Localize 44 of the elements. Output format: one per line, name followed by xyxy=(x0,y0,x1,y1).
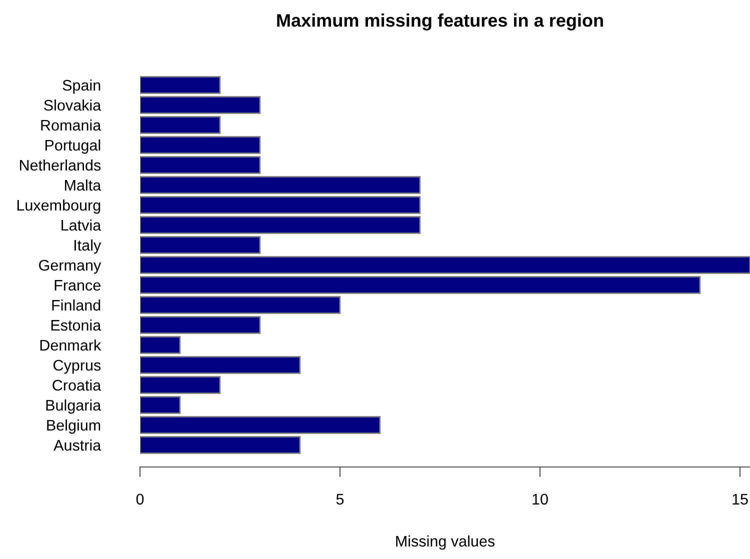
bar xyxy=(140,336,181,354)
y-tick-label: Romania xyxy=(41,119,102,131)
y-tick-label: Estonia xyxy=(51,319,102,331)
bar xyxy=(140,296,341,314)
x-tick-label: 0 xyxy=(136,494,144,505)
bar xyxy=(140,316,261,334)
bar xyxy=(140,436,301,454)
bar xyxy=(140,416,381,434)
y-tick-label: Bulgaria xyxy=(46,399,102,414)
x-axis-title: Missing values xyxy=(396,535,495,550)
y-tick-label: Slovakia xyxy=(44,99,102,111)
y-tick-label: Belgium xyxy=(47,419,100,434)
y-tick-label: Austria xyxy=(54,439,102,451)
x-tick-label: 10 xyxy=(532,494,548,505)
y-tick-label: Cyprus xyxy=(53,360,101,374)
y-tick-label: Spain xyxy=(62,79,100,94)
bar xyxy=(140,136,261,154)
y-tick-label: France xyxy=(54,280,100,291)
chart-title: Maximum missing features in a region xyxy=(277,14,603,30)
x-tick-label: 15 xyxy=(732,494,748,505)
bar xyxy=(140,156,261,174)
bar xyxy=(140,376,221,394)
y-tick-label: Croatia xyxy=(52,379,102,391)
bar xyxy=(140,396,181,414)
y-tick-label: Latvia xyxy=(62,219,102,231)
bar xyxy=(140,76,221,94)
bar xyxy=(140,96,261,114)
bar xyxy=(140,176,421,194)
y-tick-label: Finland xyxy=(52,299,100,311)
y-tick-label: Portugal xyxy=(45,139,100,154)
bar xyxy=(140,356,301,374)
y-tick-label: Denmark xyxy=(40,339,102,351)
y-tick-label: Italy xyxy=(74,239,102,254)
bar xyxy=(140,116,221,134)
bar xyxy=(140,256,750,274)
bar xyxy=(140,236,261,254)
bar xyxy=(140,216,421,234)
bar xyxy=(140,276,701,294)
y-tick-label: Luxembourg xyxy=(17,199,100,214)
y-tick-label: Malta xyxy=(65,179,102,191)
y-tick-label: Netherlands xyxy=(20,159,101,171)
x-tick-label: 5 xyxy=(336,494,344,505)
bar xyxy=(140,196,421,214)
y-tick-label: Germany xyxy=(39,260,102,274)
